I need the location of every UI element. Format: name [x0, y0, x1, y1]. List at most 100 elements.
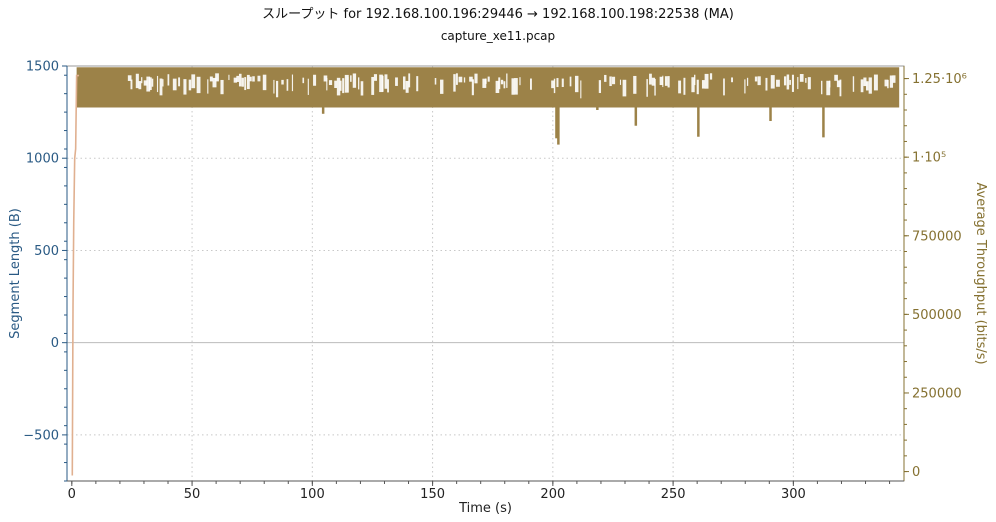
throughput-notch [529, 78, 532, 90]
throughput-notch [649, 73, 652, 85]
throughput-notch [215, 73, 219, 82]
throughput-notch [141, 77, 143, 84]
throughput-notch [836, 80, 841, 88]
throughput-notch [701, 80, 705, 89]
throughput-notch [246, 74, 250, 90]
throughput-notch [244, 77, 247, 91]
throughput-notch [159, 78, 163, 96]
throughput-notch [646, 79, 648, 97]
throughput-notch [664, 76, 668, 86]
throughput-notch [395, 77, 398, 86]
throughput-notch [281, 79, 284, 85]
throughput-notch [678, 80, 682, 94]
throughput-notch [257, 75, 261, 82]
throughput-notch [469, 76, 473, 82]
x-tick-label: 300 [781, 487, 806, 502]
left-tick-label: 1000 [26, 152, 59, 167]
throughput-notch [789, 79, 791, 85]
throughput-notch [334, 80, 338, 89]
right-tick-label: 500000 [912, 308, 962, 323]
throughput-notch [797, 77, 799, 90]
throughput-notch [776, 79, 780, 87]
throughput-notch [863, 77, 867, 87]
throughput-notch [347, 77, 349, 92]
throughput-series [76, 67, 900, 145]
throughput-notch [485, 78, 487, 84]
throughput-notch [487, 76, 490, 82]
throughput-notch [884, 79, 889, 87]
throughput-notch [553, 78, 556, 94]
throughput-notch [569, 76, 572, 87]
right-tick-label: 1.25·10⁶ [912, 72, 967, 87]
throughput-notch [455, 73, 458, 85]
throughput-notch [519, 77, 521, 86]
throughput-notch [651, 77, 656, 86]
right-axis: 1.25·10⁶ 1·10⁵ 750000 500000 250000 0 [903, 66, 967, 481]
throughput-notch [865, 81, 869, 91]
throughput-notch [757, 76, 761, 86]
throughput-notch [143, 80, 148, 86]
throughput-notch [291, 74, 294, 92]
throughput-notch [709, 73, 713, 80]
throughput-notch [220, 79, 224, 95]
throughput-notch [196, 76, 201, 94]
throughput-notch [828, 80, 831, 88]
throughput-notch [130, 79, 133, 90]
throughput-notch [514, 78, 518, 95]
throughput-notch [453, 74, 456, 92]
throughput-notch [609, 76, 612, 87]
throughput-notch [551, 80, 555, 89]
throughput-notch [344, 74, 349, 93]
throughput-notch [162, 79, 164, 87]
throughput-notch [770, 75, 775, 89]
throughput-notch [580, 80, 582, 99]
throughput-notch [236, 75, 239, 82]
throughput-notch [471, 79, 474, 96]
throughput-notch [273, 79, 275, 94]
throughput-notch [249, 76, 252, 82]
segment-length-series [71, 74, 80, 476]
throughput-notch [799, 74, 804, 82]
throughput-notch [696, 79, 699, 95]
throughput-notch [135, 73, 139, 89]
throughput-notch [276, 80, 279, 98]
throughput-notch [622, 79, 627, 97]
throughput-notch [723, 78, 725, 96]
throughput-notch [416, 76, 419, 92]
throughput-notch [156, 75, 159, 93]
left-tick-label: 1500 [26, 60, 59, 75]
throughput-notch [191, 74, 196, 89]
throughput-notch [783, 76, 787, 86]
throughput-notch [408, 73, 411, 88]
x-tick-label: 50 [184, 487, 201, 502]
left-tick-label: −500 [23, 428, 59, 443]
left-tick-label: 0 [51, 336, 59, 351]
throughput-notch [458, 76, 463, 83]
throughput-notch [360, 81, 364, 96]
throughput-notch [807, 77, 811, 90]
throughput-notch [262, 74, 267, 91]
right-tick-label: 1·10⁵ [912, 151, 946, 166]
throughput-notch [371, 76, 375, 95]
throughput-notch [350, 75, 352, 82]
throughput-notch [138, 81, 142, 90]
throughput-notch [241, 77, 244, 87]
throughput-notch [860, 79, 864, 93]
throughput-notch [212, 77, 217, 88]
throughput-notch [495, 80, 500, 93]
throughput-notch [328, 80, 333, 86]
throughput-notch [323, 75, 328, 82]
throughput-notch [500, 79, 504, 85]
throughput-notch [556, 78, 559, 88]
throughput-notch [731, 77, 733, 83]
throughput-notch [683, 77, 686, 95]
throughput-notch [151, 78, 154, 87]
throughput-notch [373, 74, 378, 81]
throughput-notch [704, 73, 709, 89]
throughput-notch [127, 75, 132, 81]
right-tick-label: 0 [912, 465, 920, 480]
throughput-notch [188, 79, 192, 91]
throughput-notch [633, 75, 637, 94]
throughput-notch [561, 78, 564, 87]
